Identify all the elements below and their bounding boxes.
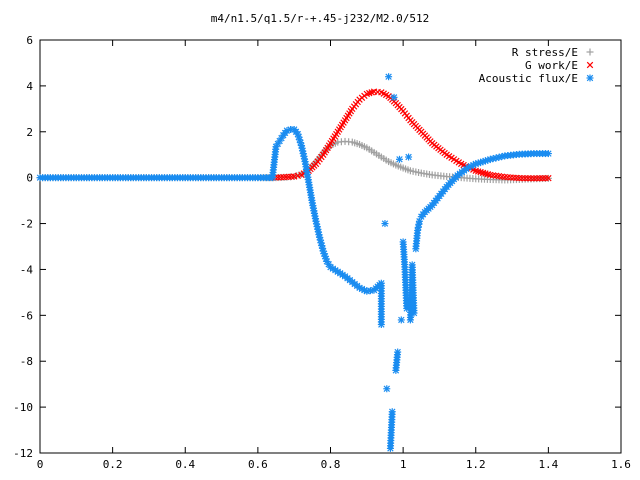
data-point <box>385 73 393 81</box>
x-tick-label: 1 <box>400 458 407 471</box>
data-point <box>544 150 552 158</box>
y-tick-label: 0 <box>26 172 33 185</box>
data-point <box>277 174 284 181</box>
x-tick-label: 0.4 <box>175 458 195 471</box>
legend-marker <box>586 61 594 69</box>
data-point <box>397 316 405 324</box>
series-layer <box>36 73 552 452</box>
y-tick-label: -6 <box>20 309 33 322</box>
data-point <box>381 220 389 228</box>
data-point <box>388 408 396 416</box>
series-2 <box>36 73 552 452</box>
y-tick-label: -10 <box>13 401 33 414</box>
data-point <box>395 155 403 163</box>
data-point <box>405 153 413 161</box>
data-point <box>410 309 418 317</box>
axis-ticks: 0 0.2 0.4 0.6 0.8 1 1.2 1.4 1.6 6 4 2 0 -2 -4 -6 -8 -10 -1… <box>13 34 631 471</box>
legend-label: G work/E <box>525 59 578 72</box>
x-tick-label: 0.8 <box>321 458 341 471</box>
plot-frame <box>39 39 622 454</box>
y-tick-label: 4 <box>26 80 33 93</box>
x-tick-label: 1.4 <box>538 458 558 471</box>
legend-label: Acoustic flux/E <box>479 72 578 85</box>
y-tick-label: 2 <box>26 126 33 139</box>
legend-label: R stress/E <box>512 46 578 59</box>
data-point <box>545 174 552 182</box>
data-point <box>394 348 402 356</box>
x-tick-label: 1.6 <box>611 458 631 471</box>
legend-marker <box>586 48 594 56</box>
y-tick-label: -12 <box>13 447 33 460</box>
plot-border <box>39 39 622 454</box>
x-tick-label: 0.6 <box>248 458 268 471</box>
data-point <box>390 93 398 101</box>
y-tick-label: -2 <box>20 218 33 231</box>
x-tick-label: 0 <box>37 458 44 471</box>
y-tick-label: -8 <box>20 355 33 368</box>
y-tick-label: -4 <box>20 263 34 276</box>
x-tick-label: 1.2 <box>466 458 486 471</box>
x-tick-label: 0.2 <box>103 458 123 471</box>
data-point <box>377 321 385 329</box>
legend-marker <box>586 74 594 82</box>
chart-title: m4/n1.5/q1.5/r-+.45-j232/M2.0/512 <box>211 12 430 25</box>
data-point <box>383 385 391 393</box>
y-tick-label: 6 <box>26 34 33 47</box>
